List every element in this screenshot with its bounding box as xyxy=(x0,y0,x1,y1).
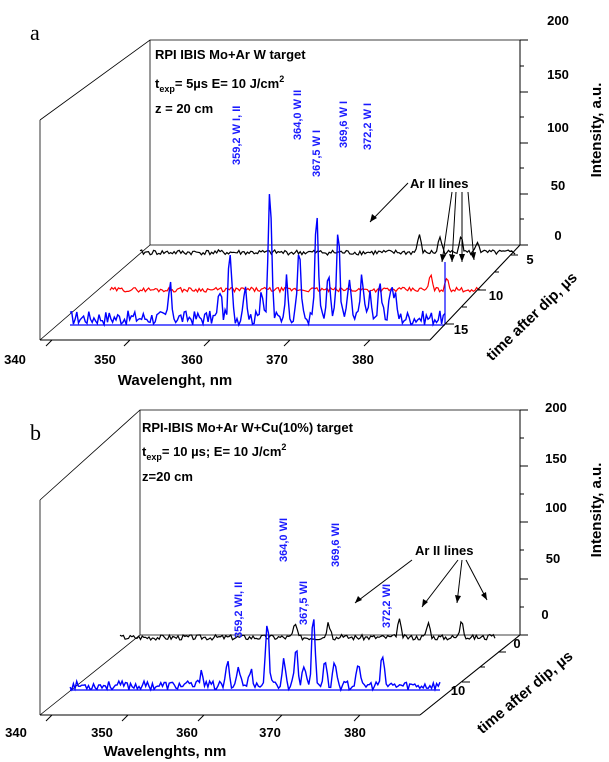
panel-b-z-label: Intensity, a.u. xyxy=(588,463,605,558)
panel-a-x-tick-360: 360 xyxy=(181,352,203,367)
panel-b-y-tick-0: 0 xyxy=(513,636,520,651)
panel-b-x-tick-350: 350 xyxy=(91,725,113,740)
panel-a: a xyxy=(4,13,605,389)
panel-b-peak-label-359-2: 359,2 WI, II xyxy=(233,582,245,638)
panel-a-x-tick-370: 370 xyxy=(266,352,288,367)
panel-a-z-tick-150: 150 xyxy=(547,67,569,82)
panel-a-x-tick-350: 350 xyxy=(94,352,116,367)
panel-a-z-label: Intensity, a.u. xyxy=(588,83,605,178)
panel-a-annotation: Ar II lines xyxy=(369,176,476,263)
panel-a-z-tick-0: 0 xyxy=(554,228,561,243)
panel-a-peak-labels: 359,2 W I, II 364,0 W II 367,5 W I 369,6… xyxy=(231,90,374,177)
panel-b-z-tick-100: 100 xyxy=(545,500,567,515)
panel-a-x-axis: 340 350 360 370 380 Wavelenght, nm xyxy=(4,339,430,389)
panel-a-z-tick-100: 100 xyxy=(547,120,569,135)
panel-a-peak-label-364-0: 364,0 W II xyxy=(292,90,304,140)
panel-a-series-10us-line xyxy=(109,273,481,294)
panel-b-y-tick-10: 10 xyxy=(451,683,465,698)
panel-b-info-line3: z=20 cm xyxy=(142,469,193,484)
panel-b-x-tick-340: 340 xyxy=(5,725,27,740)
panel-a-floor xyxy=(40,324,445,341)
panel-a-info-line3: z = 20 cm xyxy=(155,101,213,116)
panel-b-z-tick-200: 200 xyxy=(545,400,567,415)
panel-b-floor xyxy=(40,689,440,716)
panel-b-y-label: time after dip, µs xyxy=(474,648,576,738)
panel-a-peak-label-372-2: 372,2 W I xyxy=(362,103,374,150)
panel-a-series-15us-line xyxy=(69,194,446,328)
panel-b-peak-label-367-5: 367,5 WI xyxy=(298,581,310,625)
panel-b-x-tick-360: 360 xyxy=(176,725,198,740)
panel-a-peak-label-369-6: 369,6 W I xyxy=(338,101,350,148)
panel-b-info: RPI-IBIS Mo+Ar W+Cu(10%) target texp= 10… xyxy=(142,420,354,484)
panel-a-y-tick-10: 10 xyxy=(489,288,503,303)
panel-b-series-10us-line xyxy=(69,619,441,693)
panel-b-z-axis: 0 50 100 150 200 Intensity, a.u. xyxy=(519,400,605,636)
panel-b-peak-label-364-0: 364,0 WI xyxy=(278,518,290,562)
panel-b-info-line2: texp= 10 µs; E= 10 J/cm2 xyxy=(142,442,286,462)
panel-a-letter: a xyxy=(30,20,40,45)
panel-b-annotation: Ar II lines xyxy=(354,543,488,608)
panel-b-peak-label-369-6: 369,6 WI xyxy=(330,523,342,567)
panel-b-y-axis: 0 10 time after dip, µs xyxy=(419,634,576,738)
panel-a-x-tick-340: 340 xyxy=(4,352,26,367)
panel-a-info: RPI IBIS Mo+Ar W target texp= 5µs E= 10 … xyxy=(155,47,306,116)
panel-a-y-axis: 5 10 15 time after dip, µs xyxy=(429,244,581,364)
panel-a-peak-label-359-2: 359,2 W I, II xyxy=(231,106,243,165)
panel-a-z-axis: 0 50 100 150 200 Intensity, a.u. xyxy=(519,13,605,246)
panel-a-z-tick-200: 200 xyxy=(547,13,569,28)
panel-b-peak-label-372-2: 372,2 WI xyxy=(381,584,393,628)
panel-a-y-tick-15: 15 xyxy=(454,322,468,337)
panel-b-peak-labels: 359,2 WI, II 364,0 WI 367,5 WI 369,6 WI … xyxy=(233,518,393,638)
panel-a-x-label: Wavelenght, nm xyxy=(118,372,232,389)
panel-b-x-label: Wavelenghts, nm xyxy=(104,743,227,760)
panel-a-y-tick-5: 5 xyxy=(526,252,533,267)
panel-b: b 0 50 xyxy=(5,400,605,760)
panel-b-letter: b xyxy=(30,420,41,445)
panel-b-z-tick-50: 50 xyxy=(546,551,560,566)
panel-a-peak-label-367-5: 367,5 W I xyxy=(311,130,323,177)
panel-b-x-tick-370: 370 xyxy=(259,725,281,740)
panel-a-z-tick-50: 50 xyxy=(551,178,565,193)
panel-a-annotation-text: Ar II lines xyxy=(410,176,469,191)
panel-a-info-line2: texp= 5µs E= 10 J/cm2 xyxy=(155,74,284,94)
panel-a-y-label: time after dip, µs xyxy=(483,269,581,364)
panel-b-x-axis: 340 350 360 370 380 Wavelenghts, nm xyxy=(5,714,420,760)
panel-b-series-0us-line xyxy=(119,618,496,642)
panel-b-z-tick-0: 0 xyxy=(541,607,548,622)
panel-b-x-tick-380: 380 xyxy=(344,725,366,740)
panel-b-z-tick-150: 150 xyxy=(545,451,567,466)
panel-a-info-line1: RPI IBIS Mo+Ar W target xyxy=(155,47,306,62)
panel-b-info-line1: RPI-IBIS Mo+Ar W+Cu(10%) target xyxy=(142,420,354,435)
panel-b-annotation-text: Ar II lines xyxy=(415,543,474,558)
panel-a-x-tick-380: 380 xyxy=(352,352,374,367)
